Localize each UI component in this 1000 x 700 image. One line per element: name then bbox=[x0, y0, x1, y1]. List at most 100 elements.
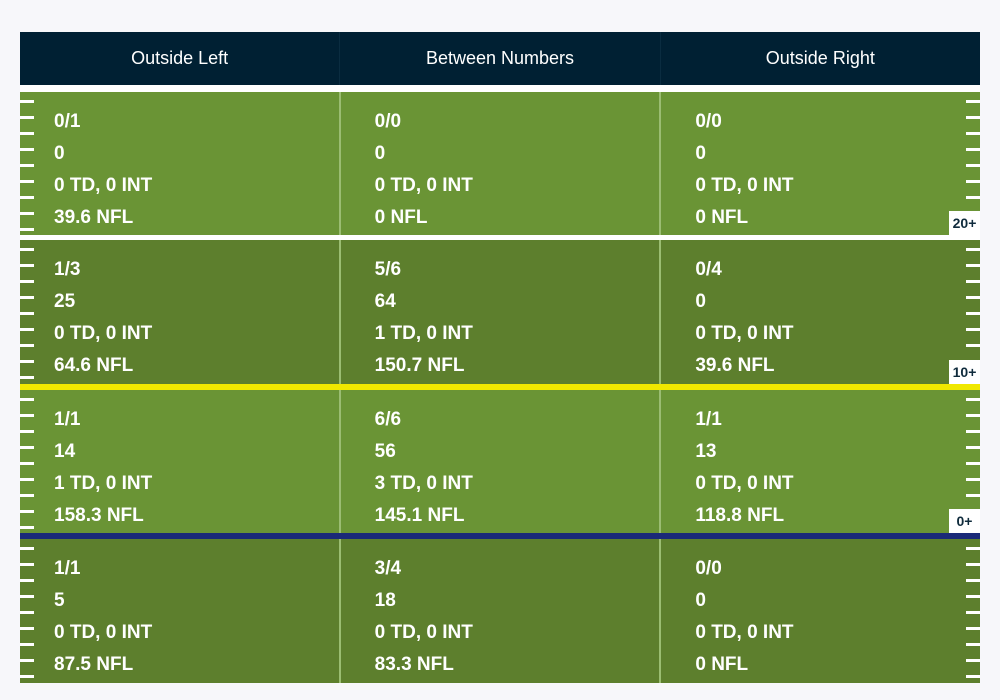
hash-mark-right bbox=[966, 627, 980, 630]
hash-mark-right bbox=[966, 100, 980, 103]
yards: 0 bbox=[374, 143, 386, 164]
completions: 3/4 bbox=[374, 558, 402, 579]
rating: 39.6 NFL bbox=[695, 355, 775, 376]
yard-badge-20: 20+ bbox=[949, 211, 980, 235]
hash-mark-left bbox=[20, 675, 34, 678]
hash-mark-right bbox=[966, 595, 980, 598]
hash-mark-left bbox=[20, 312, 34, 315]
zone-cell: 6/6 56 3 TD, 0 INT 145.1 NFL bbox=[338, 390, 660, 533]
zone-cell: 5/6 64 1 TD, 0 INT 150.7 NFL bbox=[338, 240, 660, 384]
hash-mark-left bbox=[20, 180, 34, 183]
zone-cell: 1/1 14 1 TD, 0 INT 158.3 NFL bbox=[20, 390, 339, 533]
hash-mark-left bbox=[20, 643, 34, 646]
hash-mark-right bbox=[966, 611, 980, 614]
td-int: 0 TD, 0 INT bbox=[695, 473, 794, 494]
hash-mark-right bbox=[966, 280, 980, 283]
yards: 0 bbox=[695, 291, 706, 312]
td-int: 0 TD, 0 INT bbox=[695, 323, 794, 344]
td-int: 0 TD, 0 INT bbox=[54, 323, 153, 344]
zone-cell: 1/1 13 0 TD, 0 INT 118.8 NFL bbox=[659, 390, 980, 533]
hash-mark-left bbox=[20, 164, 34, 167]
rating: 158.3 NFL bbox=[54, 505, 144, 526]
hash-mark-right bbox=[966, 180, 980, 183]
hash-mark-right bbox=[966, 132, 980, 135]
hash-mark-right bbox=[966, 148, 980, 151]
zone-cell: 0/4 0 0 TD, 0 INT 39.6 NFL bbox=[659, 240, 980, 384]
td-int: 0 TD, 0 INT bbox=[374, 175, 473, 196]
hash-mark-left bbox=[20, 526, 34, 529]
yards: 25 bbox=[54, 291, 76, 312]
hash-mark-right bbox=[966, 675, 980, 678]
hash-mark-left bbox=[20, 478, 34, 481]
column-outside-left: Outside Left bbox=[20, 32, 341, 85]
hash-mark-left bbox=[20, 376, 34, 379]
hash-mark-left bbox=[20, 212, 34, 215]
hash-mark-right bbox=[966, 248, 980, 251]
first-down-line bbox=[20, 384, 980, 390]
hash-mark-left bbox=[20, 280, 34, 283]
rating: 87.5 NFL bbox=[54, 654, 134, 675]
td-int: 0 TD, 0 INT bbox=[374, 622, 473, 643]
yards: 64 bbox=[374, 291, 396, 312]
column-outside-right: Outside Right bbox=[765, 48, 875, 68]
yard-badge-0: 0+ bbox=[949, 509, 980, 533]
hash-mark-right bbox=[966, 164, 980, 167]
zone-cell: 1/3 25 0 TD, 0 INT 64.6 NFL bbox=[20, 240, 339, 384]
yards: 56 bbox=[374, 441, 396, 462]
rating: 0 NFL bbox=[695, 654, 749, 675]
zone-cell: 0/1 0 0 TD, 0 INT 39.6 NFL bbox=[20, 92, 339, 235]
hash-mark-left bbox=[20, 595, 34, 598]
zone-row-behind: 1/1 5 0 TD, 0 INT 87.5 NFL 3/4 18 0 TD, … bbox=[20, 539, 980, 683]
line-of-scrimmage bbox=[20, 533, 980, 539]
hash-mark-right bbox=[966, 579, 980, 582]
hash-mark-right bbox=[966, 430, 980, 433]
yards: 0 bbox=[695, 590, 706, 611]
hash-mark-left bbox=[20, 563, 34, 566]
rating: 150.7 NFL bbox=[374, 355, 465, 376]
rating: 64.6 NFL bbox=[54, 355, 134, 376]
rating: 39.6 NFL bbox=[54, 207, 134, 228]
completions: 1/1 bbox=[54, 409, 81, 430]
zone-cell: 0/0 0 0 TD, 0 INT 0 NFL bbox=[659, 92, 980, 235]
td-int: 3 TD, 0 INT bbox=[374, 473, 473, 494]
completions: 0/0 bbox=[695, 558, 722, 579]
hash-mark-right bbox=[966, 296, 980, 299]
hash-mark-left bbox=[20, 148, 34, 151]
completions: 0/0 bbox=[374, 111, 402, 132]
hash-mark-right bbox=[966, 494, 980, 497]
hash-mark-left bbox=[20, 611, 34, 614]
hash-mark-left bbox=[20, 446, 34, 449]
hash-mark-right bbox=[966, 643, 980, 646]
hash-mark-left bbox=[20, 328, 34, 331]
rating: 0 NFL bbox=[374, 207, 428, 228]
zone-cell: 0/0 0 0 TD, 0 INT 0 NFL bbox=[659, 539, 980, 683]
td-int: 0 TD, 0 INT bbox=[54, 175, 153, 196]
yard-line-20 bbox=[20, 235, 980, 240]
hash-mark-left bbox=[20, 547, 34, 550]
hash-mark-left bbox=[20, 100, 34, 103]
hash-mark-left bbox=[20, 398, 34, 401]
completions: 0/1 bbox=[54, 111, 81, 132]
hash-mark-left bbox=[20, 228, 34, 231]
hash-mark-left bbox=[20, 627, 34, 630]
completions: 0/4 bbox=[695, 259, 722, 280]
yard-badge-10: 10+ bbox=[949, 360, 980, 384]
hash-mark-right bbox=[966, 478, 980, 481]
hash-mark-left bbox=[20, 132, 34, 135]
zone-cell: 0/0 0 0 TD, 0 INT 0 NFL bbox=[338, 92, 660, 235]
yards: 14 bbox=[54, 441, 76, 462]
hash-mark-right bbox=[966, 446, 980, 449]
td-int: 0 TD, 0 INT bbox=[695, 622, 794, 643]
hash-mark-right bbox=[966, 462, 980, 465]
rating: 145.1 NFL bbox=[374, 505, 465, 526]
completions: 5/6 bbox=[374, 259, 402, 280]
hash-mark-right bbox=[966, 196, 980, 199]
passing-chart: Outside Left Between Numbers Outside Rig… bbox=[20, 32, 980, 683]
hash-mark-right bbox=[966, 414, 980, 417]
yards: 5 bbox=[54, 590, 65, 611]
zone-row-0-plus: 1/1 14 1 TD, 0 INT 158.3 NFL 6/6 56 3 TD… bbox=[20, 390, 980, 533]
rating: 83.3 NFL bbox=[374, 654, 454, 675]
completions: 0/0 bbox=[695, 111, 722, 132]
yards: 18 bbox=[374, 590, 396, 611]
hash-mark-left bbox=[20, 659, 34, 662]
